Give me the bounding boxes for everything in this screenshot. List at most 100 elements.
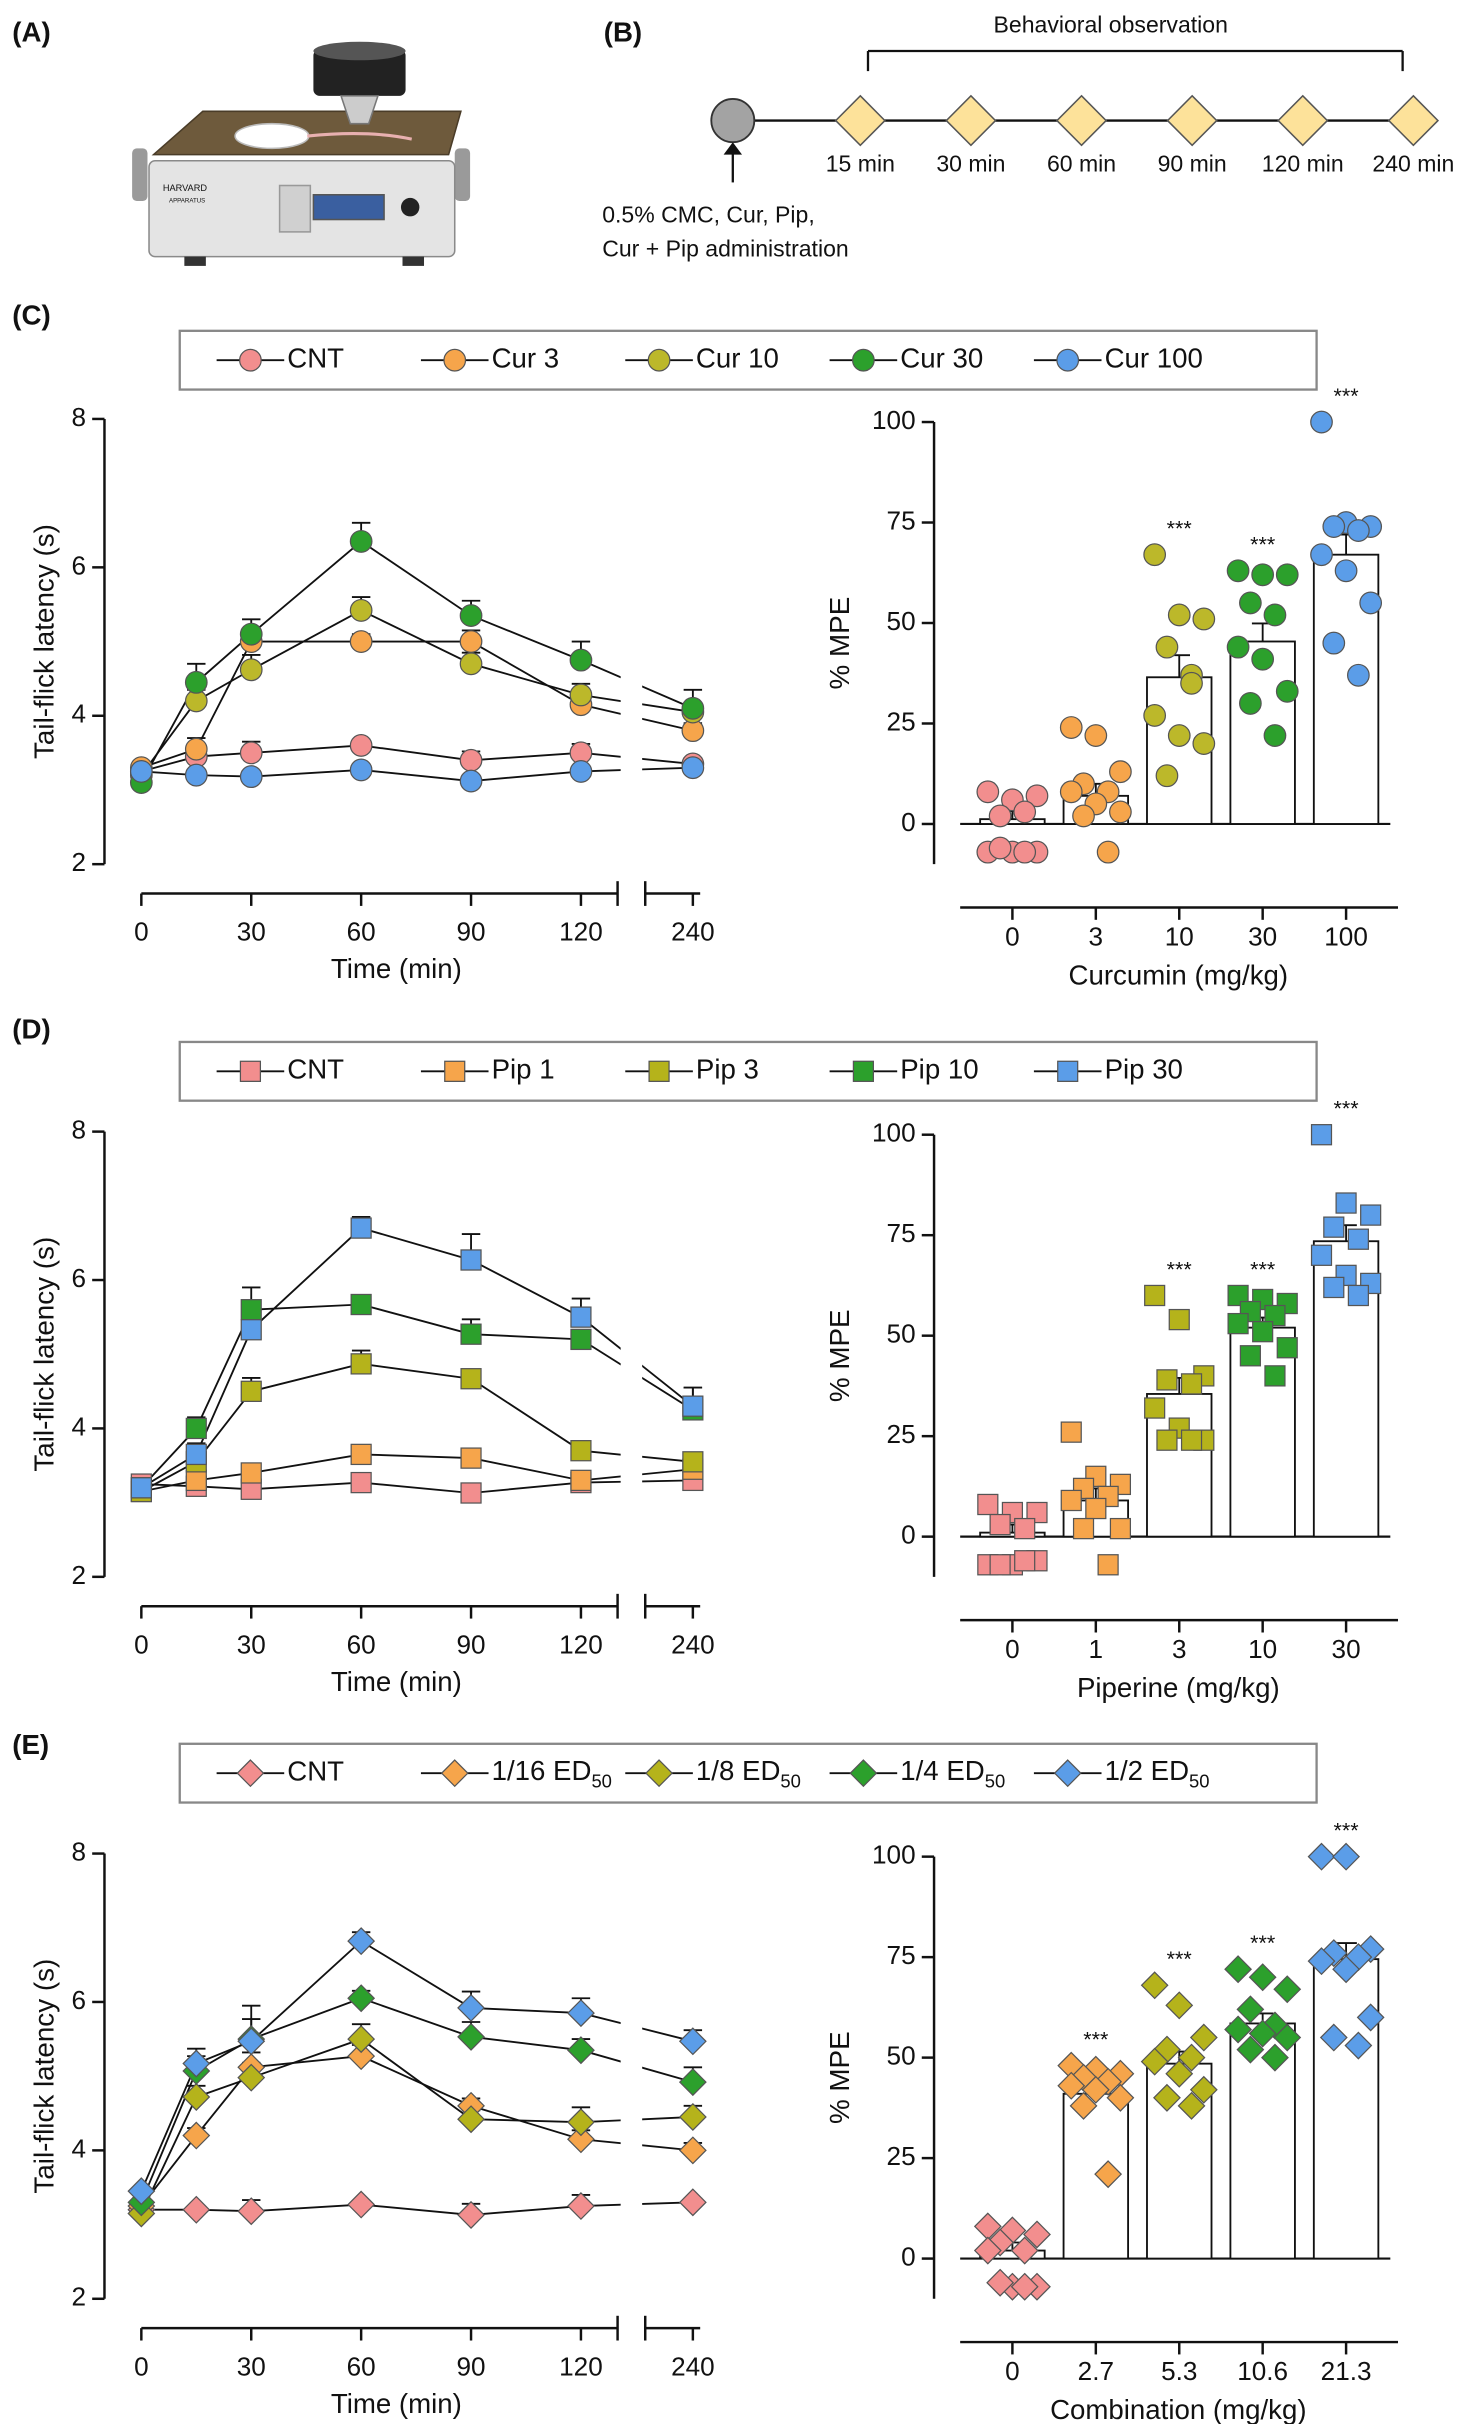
y-tick-label: 2 bbox=[71, 1560, 86, 1590]
individual-point bbox=[1264, 1365, 1286, 1387]
arrow-head bbox=[723, 142, 743, 155]
series-line bbox=[141, 1453, 693, 1493]
data-point bbox=[349, 758, 373, 782]
data-point bbox=[678, 2027, 707, 2056]
x-tick-label: 3 bbox=[1089, 921, 1104, 951]
data-point bbox=[347, 1927, 376, 1956]
series-line bbox=[141, 1479, 693, 1494]
individual-point bbox=[1322, 631, 1346, 655]
legend-label-text: 1/16 ED bbox=[492, 1755, 592, 1786]
individual-point bbox=[989, 1513, 1011, 1536]
data-point bbox=[240, 1319, 262, 1341]
mouse bbox=[234, 122, 310, 150]
y-tick-label: 50 bbox=[887, 606, 916, 636]
data-point bbox=[350, 1443, 372, 1466]
individual-point bbox=[1013, 840, 1037, 864]
x-tick-label: 90 bbox=[457, 1629, 486, 1659]
legend-marker bbox=[443, 348, 467, 372]
individual-point bbox=[1084, 724, 1108, 747]
x-tick-label: 0 bbox=[134, 917, 149, 947]
x-tick-label: 10 bbox=[1248, 1634, 1277, 1664]
x-tick-label: 120 bbox=[559, 917, 603, 947]
legend-marker bbox=[239, 1060, 262, 1082]
individual-point bbox=[1248, 1963, 1277, 1992]
individual-point bbox=[1153, 2083, 1181, 2112]
administration-point bbox=[710, 98, 756, 144]
legend-marker bbox=[1053, 1759, 1082, 1788]
individual-point bbox=[977, 1493, 999, 1516]
legend-label: Cur 3 bbox=[492, 342, 560, 373]
y-tick-label: 4 bbox=[71, 699, 86, 729]
individual-point bbox=[1224, 1955, 1253, 1984]
y-tick-label: 8 bbox=[71, 1836, 86, 1866]
legend-label: Pip 1 bbox=[492, 1054, 555, 1085]
individual-point bbox=[1155, 635, 1179, 659]
individual-point bbox=[1010, 2272, 1039, 2301]
series-line bbox=[140, 2055, 693, 2207]
legend-label-subscript: 50 bbox=[1189, 1770, 1209, 1791]
data-point bbox=[130, 1477, 152, 1499]
individual-point bbox=[1347, 1228, 1369, 1250]
data-point bbox=[457, 2200, 485, 2229]
y-tick-label: 0 bbox=[901, 2241, 916, 2271]
timepoint-label: 90 min bbox=[1158, 150, 1227, 176]
individual-point bbox=[976, 780, 1000, 804]
individual-point bbox=[1192, 607, 1216, 631]
individual-point bbox=[1180, 1429, 1203, 1451]
data-point bbox=[129, 759, 153, 783]
individual-point bbox=[1276, 1337, 1298, 1359]
legend bbox=[178, 329, 1318, 391]
x-tick-label: 0 bbox=[134, 2351, 149, 2381]
data-point bbox=[240, 1380, 262, 1402]
device-label: APPARATUS bbox=[169, 198, 205, 205]
individual-point bbox=[1227, 1312, 1249, 1335]
data-point bbox=[182, 2049, 211, 2078]
data-point bbox=[678, 2102, 707, 2131]
mouse-tail bbox=[307, 132, 413, 141]
series-line bbox=[140, 1939, 694, 2192]
y-tick-label: 25 bbox=[887, 2141, 916, 2171]
individual-point bbox=[1059, 780, 1083, 804]
individual-point bbox=[1251, 647, 1275, 671]
legend-label: CNT bbox=[287, 1755, 344, 1786]
x-tick-label: 90 bbox=[457, 2351, 486, 2381]
data-point bbox=[460, 1482, 482, 1504]
data-point bbox=[237, 2197, 266, 2226]
x-tick-label: 100 bbox=[1324, 921, 1368, 951]
x-tick-label: 120 bbox=[559, 2351, 603, 2381]
x-axis-title: Time (min) bbox=[331, 953, 462, 984]
x-tick-label: 5.3 bbox=[1161, 2356, 1197, 2386]
individual-point bbox=[1359, 591, 1383, 615]
data-point bbox=[185, 1443, 207, 1466]
individual-point bbox=[1307, 1947, 1336, 1976]
x-tick-label: 21.3 bbox=[1321, 2356, 1372, 2386]
y-axis-title: Tail-flick latency (s) bbox=[28, 1237, 59, 1472]
legend-marker bbox=[647, 348, 671, 372]
individual-point bbox=[1226, 635, 1250, 659]
x-tick-label: 0 bbox=[1005, 921, 1020, 951]
individual-point bbox=[1275, 563, 1299, 587]
legend-label-subscript: 50 bbox=[780, 1770, 800, 1791]
administration-note: Cur + Pip administration bbox=[602, 236, 848, 262]
individual-point bbox=[1322, 515, 1346, 538]
individual-point bbox=[1167, 724, 1191, 747]
data-point bbox=[350, 1471, 372, 1494]
significance-label: *** bbox=[1167, 516, 1193, 541]
individual-point bbox=[1310, 410, 1333, 434]
data-point bbox=[570, 1328, 592, 1351]
panel-label: (B) bbox=[604, 16, 642, 47]
x-axis-title: Time (min) bbox=[331, 2388, 462, 2419]
x-tick-label: 30 bbox=[1248, 921, 1277, 951]
x-tick-label: 10.6 bbox=[1237, 2356, 1288, 2386]
individual-point bbox=[1180, 1373, 1203, 1395]
series-line bbox=[140, 540, 694, 783]
individual-point bbox=[1156, 1429, 1178, 1451]
legend-label: CNT bbox=[287, 1054, 344, 1085]
timepoint bbox=[1277, 94, 1329, 147]
individual-point bbox=[1307, 1842, 1336, 1871]
individual-point bbox=[1224, 2015, 1253, 2044]
individual-point bbox=[1334, 559, 1358, 583]
y-tick-label: 6 bbox=[71, 550, 86, 580]
data-point bbox=[239, 741, 263, 765]
